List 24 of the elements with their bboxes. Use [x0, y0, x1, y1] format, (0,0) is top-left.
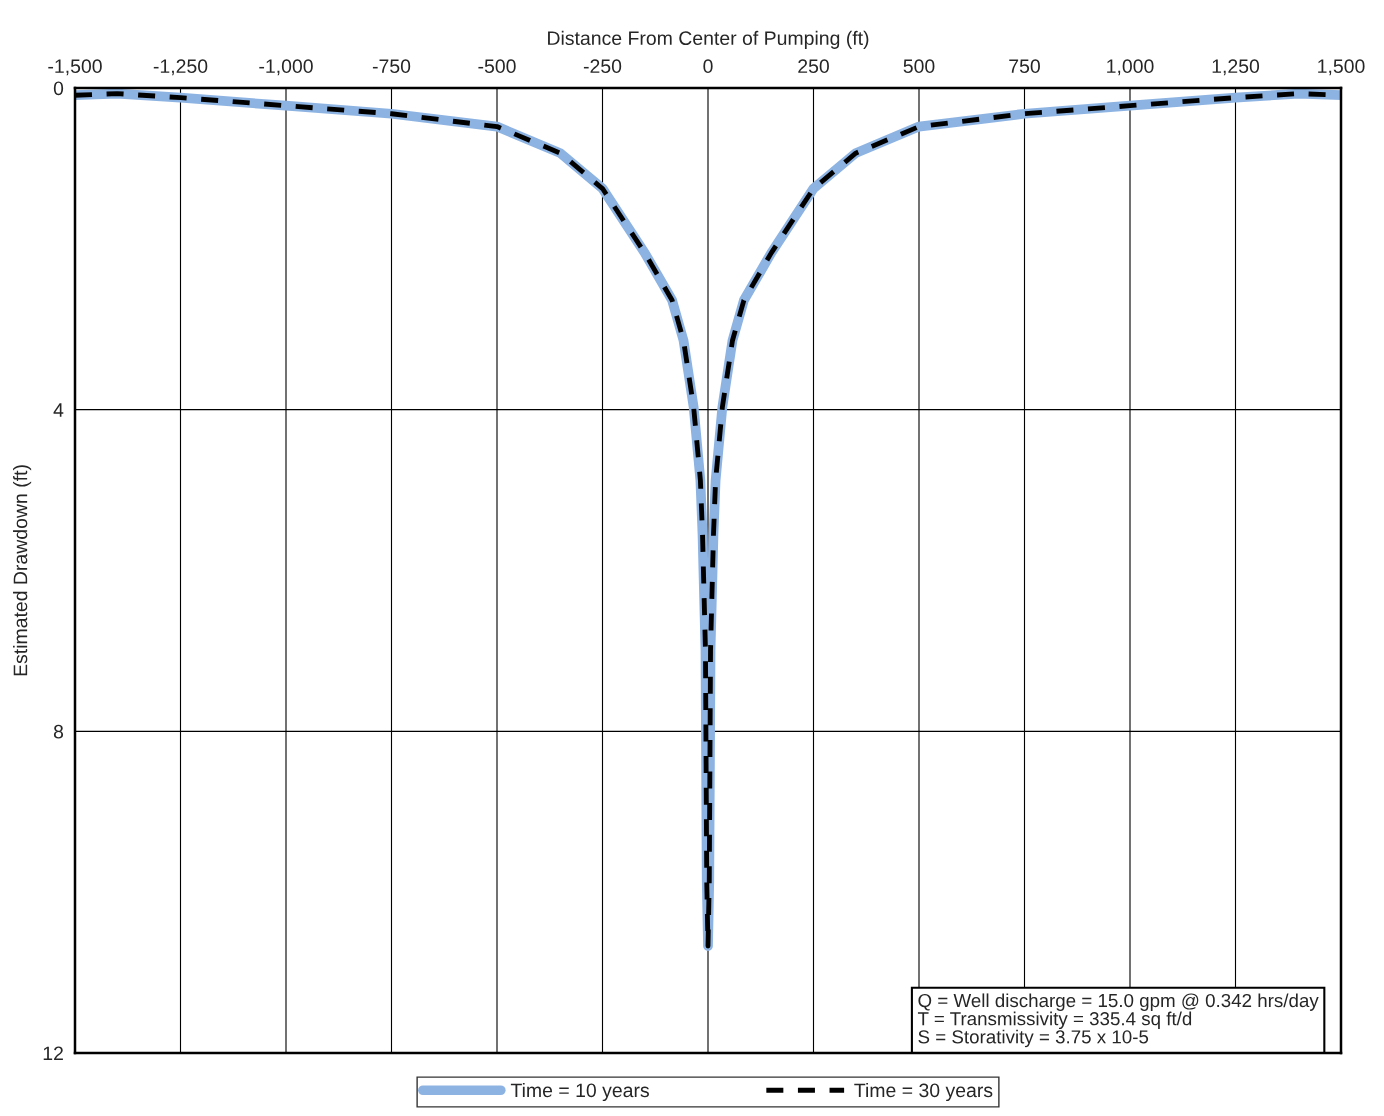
x-tick-label: -500: [478, 59, 516, 74]
x-tick-label: -1,250: [153, 59, 208, 76]
x-tick-label: 1,000: [1107, 59, 1154, 76]
x-axis-title: Distance From Center of Pumping (ft): [548, 30, 869, 49]
annotation: S = Storativity = 3.75 x 10-5: [918, 1029, 1149, 1048]
x-tick-label: 750: [1009, 59, 1040, 74]
y-tick-label: 0: [53, 81, 64, 96]
x-tick-label: 250: [798, 59, 829, 74]
annotation: T = Transmissivity = 335.4 sq ft/d: [917, 1011, 1192, 1030]
y-tick-label: 12: [43, 1046, 63, 1061]
x-tick-label: -1,500: [48, 59, 102, 76]
y-axis-title: Estimated Drawdown (ft): [13, 465, 32, 676]
legend-label: Time = 30 years: [854, 1082, 993, 1102]
y-tick-label: 4: [53, 403, 64, 417]
legend-label: Time = 10 years: [510, 1082, 649, 1102]
x-tick-label: -750: [372, 59, 411, 74]
x-tick-label: -250: [583, 59, 622, 74]
x-tick-label: 500: [903, 59, 935, 74]
x-tick-label: 1,500: [1318, 59, 1365, 76]
x-tick-label: -1,000: [259, 59, 313, 76]
x-tick-label: 1,250: [1212, 59, 1260, 76]
annotation: Q = Well discharge = 15.0 gpm @ 0.342 hrs/day: [918, 993, 1319, 1011]
y-tick-label: 8: [53, 724, 64, 739]
x-tick-label: 0: [703, 59, 713, 74]
